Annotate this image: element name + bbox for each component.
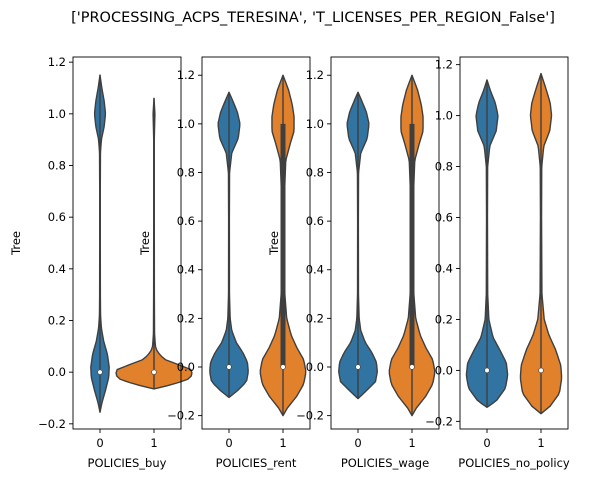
y-tick-label: 0.4 (306, 263, 324, 277)
y-tick-label: 0.4 (435, 261, 453, 275)
x-tick-label: 1 (537, 436, 544, 450)
y-axis-label: Tree (9, 231, 23, 256)
y-tick-label: 0.2 (306, 311, 324, 325)
axes-frame (459, 56, 569, 430)
x-tick-label: 1 (279, 436, 286, 450)
y-tick-label: 0.6 (306, 214, 324, 228)
violin-median-point (226, 364, 232, 370)
y-tick-label: 0.4 (177, 263, 195, 277)
violin-median-point (484, 367, 490, 374)
y-tick-label: 0.2 (435, 312, 453, 326)
violin-iqr-box (280, 123, 286, 367)
y-tick-label: −0.2 (167, 409, 195, 423)
axes-frame (330, 56, 440, 430)
axes-frame (201, 56, 311, 430)
x-tick-label: 0 (96, 436, 103, 450)
y-tick-label: 1.0 (48, 107, 66, 121)
y-tick-label: −0.2 (425, 414, 453, 428)
violin-median-point (280, 364, 286, 370)
y-tick-label: −0.2 (38, 417, 66, 431)
y-tick-label: 0.2 (177, 311, 195, 325)
y-tick-label: 0.0 (177, 360, 195, 374)
x-tick-label: 0 (354, 436, 361, 450)
y-axis-label: Tree (267, 231, 281, 256)
y-axis-label: Tree (138, 231, 152, 256)
y-tick-label: 1.2 (435, 58, 453, 72)
subplot-grid: −0.2 0.0 0.2 0.4 0.6 0.8 1.0 1.2 0 1 POLICIES_buy T… (9, 55, 570, 470)
y-tick-label: 0.8 (306, 165, 324, 179)
subplot-2: −0.2 0.0 0.2 0.4 0.6 0.8 1.0 1.2 0 1 POLICIES_rent… (138, 56, 311, 470)
violin-median-point (538, 367, 544, 374)
y-tick-label: 0.8 (435, 160, 453, 174)
y-tick-label: 0.4 (48, 262, 66, 276)
x-tick-label: 1 (408, 436, 415, 450)
x-tick-label: 0 (225, 436, 232, 450)
x-tick-label: 0 (483, 436, 490, 450)
y-tick-label: 0.8 (48, 159, 66, 173)
violin-median-point (151, 369, 157, 375)
violin-median-point (409, 364, 415, 370)
y-tick-label: 1.0 (306, 117, 324, 131)
subplot-1: −0.2 0.0 0.2 0.4 0.6 0.8 1.0 1.2 0 1 POLICIES_buy T… (9, 55, 193, 470)
violin-median-point (355, 364, 361, 370)
axes-frame (72, 56, 182, 430)
y-tick-label: 0.0 (48, 365, 66, 379)
y-tick-label: 1.0 (177, 117, 195, 131)
y-tick-label: −0.2 (296, 409, 324, 423)
y-tick-label: 1.2 (177, 68, 195, 82)
y-tick-label: 0.2 (48, 314, 66, 328)
y-tick-label: 1.0 (435, 109, 453, 123)
figure-suptitle: ['PROCESSING_ACPS_TERESINA', 'T_LICENSES… (71, 10, 555, 26)
x-axis-label: POLICIES_wage (341, 456, 429, 470)
subplot-3: −0.2 0.0 0.2 0.4 0.6 0.8 1.0 1.2 0 1 POLICIES_wage… (267, 56, 440, 470)
violin-median-point (97, 369, 103, 375)
x-axis-label: POLICIES_no_policy (458, 456, 570, 470)
y-tick-label: 0.6 (48, 210, 66, 224)
y-tick-label: 0.0 (435, 363, 453, 377)
y-tick-label: 1.2 (306, 68, 324, 82)
x-axis-label: POLICIES_buy (88, 456, 167, 470)
y-tick-label: 0.8 (177, 165, 195, 179)
violin-iqr-box (409, 123, 415, 367)
x-axis-label: POLICIES_rent (216, 456, 297, 470)
y-tick-label: 0.0 (306, 360, 324, 374)
y-tick-label: 0.6 (177, 214, 195, 228)
y-tick-label: 1.2 (48, 55, 66, 69)
x-tick-label: 1 (150, 436, 157, 450)
subplot-4: −0.2 0.0 0.2 0.4 0.6 0.8 1.0 1.2 0 1 POLICIES_no_p… (425, 56, 570, 470)
y-tick-label: 0.6 (435, 211, 453, 225)
